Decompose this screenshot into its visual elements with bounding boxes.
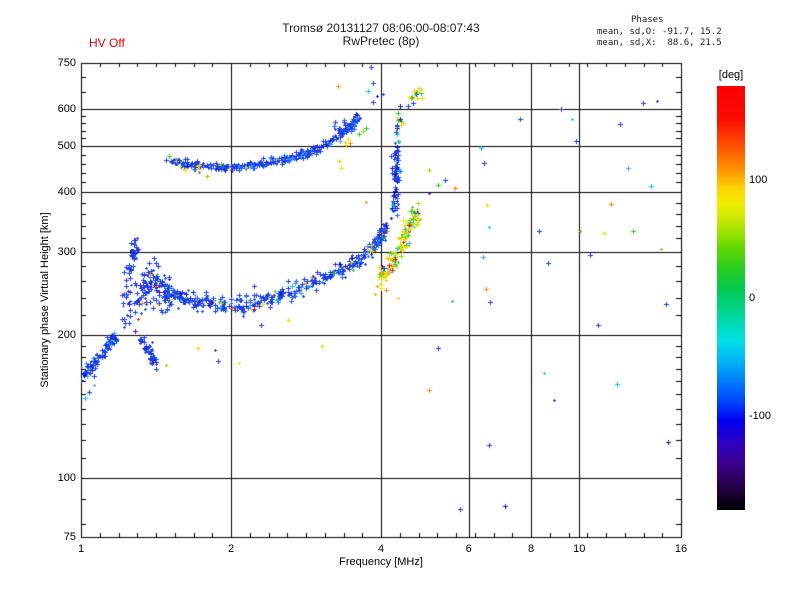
colorbar-tick-label: 100 [749, 174, 768, 187]
page-subtitle: RwPretec (8p) [342, 34, 420, 48]
colorbar-tick-label: -100 [749, 409, 772, 422]
x-tick-label: 8 [527, 543, 535, 555]
phases-heading: Phases [631, 15, 664, 25]
x-axis-title: Frequency [MHz] [339, 556, 423, 568]
y-tick-label: 75 [63, 531, 76, 543]
y-tick-label: 750 [57, 57, 76, 69]
page-title: Tromsø 20131127 08:06:00-08:07:43 [282, 21, 480, 35]
y-tick-label: 400 [57, 186, 76, 199]
y-tick-label: 200 [57, 329, 76, 342]
y-tick-label: 100 [57, 471, 76, 484]
y-tick-label: 500 [57, 140, 76, 153]
x-tick-label: 1 [77, 543, 85, 555]
phases-mean-sd-o: mean, sd,O: -91.7, 15.2 [597, 27, 722, 37]
y-tick-label: 300 [57, 245, 76, 258]
x-tick-label: 2 [227, 543, 235, 555]
hv-status-label: HV Off [89, 36, 125, 50]
y-axis-title: Stationary phase Virtual Height [km] [39, 212, 51, 388]
y-tick-label: 600 [57, 102, 76, 115]
colorbar-tick-label: 0 [749, 292, 756, 304]
x-tick-label: 4 [377, 543, 385, 555]
phases-mean-sd-x: mean, sd,X: 88.6, 21.5 [597, 38, 722, 48]
x-tick-label: 10 [573, 543, 586, 555]
phase-colorbar [717, 86, 745, 510]
x-tick-label: 6 [465, 543, 472, 555]
colorbar-unit-label: [deg] [718, 69, 744, 81]
x-tick-label: 16 [674, 543, 688, 555]
